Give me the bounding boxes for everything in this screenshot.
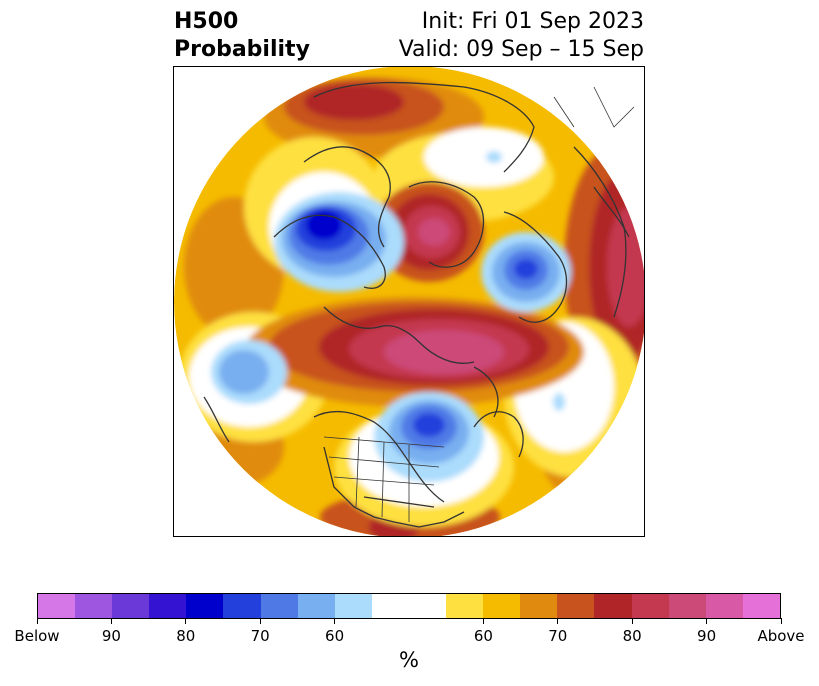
colorbar-tick-label: Above [757, 627, 805, 645]
title-product: Probability [174, 37, 310, 62]
colorbar-segment [112, 594, 150, 618]
probability-map [174, 67, 644, 536]
colorbar-segment [297, 594, 335, 618]
colorbar-segment [186, 594, 224, 618]
colorbar-tick-label: 70 [548, 627, 568, 645]
colorbar-tick [482, 618, 484, 624]
forecast-dates: Init: Fri 01 Sep 2023 Valid: 09 Sep – 15… [399, 8, 644, 64]
colorbar-segment [371, 594, 409, 618]
colorbar-segment [557, 594, 595, 618]
colorbar-tick [259, 618, 261, 624]
colorbar-tick [185, 618, 187, 624]
colorbar-segment [668, 594, 706, 618]
colorbar-tick [780, 618, 782, 624]
init-date: Init: Fri 01 Sep 2023 [421, 9, 644, 34]
colorbar-tick-label: 60 [473, 627, 493, 645]
colorbar-tick-label: 80 [622, 627, 642, 645]
colorbar-segment [149, 594, 187, 618]
colorbar-tick-label: Below [14, 627, 60, 645]
colorbar-segment [520, 594, 558, 618]
polar-map-panel [173, 66, 645, 537]
colorbar-segment [483, 594, 521, 618]
colorbar-segment [223, 594, 261, 618]
colorbar-segment [38, 594, 76, 618]
colorbar-tick-label: 60 [325, 627, 345, 645]
coastlines [203, 81, 630, 528]
colorbar [37, 593, 781, 619]
colorbar-tick-label: 80 [176, 627, 196, 645]
state-borders [323, 86, 635, 522]
title-variable: H500 [174, 9, 239, 34]
probability-field [174, 67, 644, 536]
colorbar-unit-label: % [399, 648, 419, 672]
colorbar-segment [408, 594, 447, 618]
colorbar-tick-label: 70 [250, 627, 270, 645]
colorbar-segment [594, 594, 632, 618]
colorbar-tick [706, 618, 708, 624]
colorbar-segment [705, 594, 743, 618]
colorbar-tick [557, 618, 559, 624]
colorbar-tick [334, 618, 336, 624]
colorbar-segment [446, 594, 484, 618]
colorbar-segment [742, 594, 780, 618]
colorbar-tick-label: 90 [697, 627, 717, 645]
colorbar-tick [110, 618, 112, 624]
map-title: H500 Probability [174, 8, 310, 64]
colorbar-segment [334, 594, 372, 618]
colorbar-segment [260, 594, 298, 618]
colorbar-tick [36, 618, 38, 624]
colorbar-segment [631, 594, 669, 618]
colorbar-tick-label: 90 [101, 627, 121, 645]
colorbar-tick [631, 618, 633, 624]
colorbar-segment [75, 594, 113, 618]
valid-range: Valid: 09 Sep – 15 Sep [398, 37, 644, 62]
